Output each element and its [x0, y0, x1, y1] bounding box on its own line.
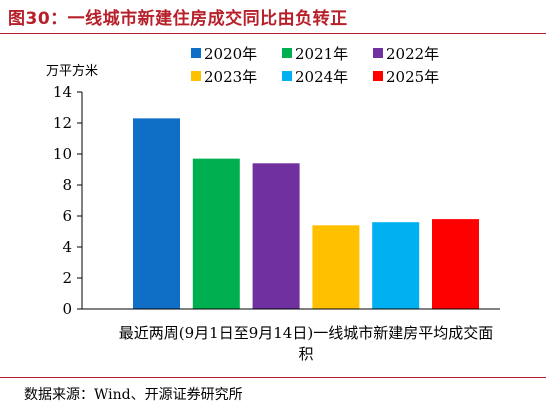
legend-label: 2021年 — [295, 45, 348, 63]
y-axis-ticks: 0 2 4 6 8 10 12 14 — [53, 83, 82, 318]
legend-label: 2025年 — [386, 68, 439, 86]
legend-swatch — [373, 71, 383, 81]
legend-swatch — [373, 48, 383, 58]
chart-legend: 2020年 2021年 2022年 2023年 2024年 2025年 — [191, 45, 439, 86]
y-tick-label: 14 — [53, 83, 72, 101]
x-axis-label-line: 最近两周(9月1日至9月14日)一线城市新建房平均成交面 — [119, 324, 493, 342]
legend-label: 2023年 — [204, 68, 257, 86]
y-tick-label: 6 — [62, 207, 72, 225]
y-tick-label: 2 — [62, 269, 72, 287]
title-divider — [0, 33, 546, 34]
bar-2024年 — [372, 222, 420, 309]
legend-swatch — [282, 71, 292, 81]
bar-2022年 — [252, 163, 300, 309]
legend-label: 2024年 — [295, 68, 348, 86]
source-divider — [0, 377, 546, 378]
legend-label: 2020年 — [204, 45, 257, 63]
y-tick-label: 8 — [62, 176, 72, 194]
y-tick-label: 0 — [62, 300, 72, 318]
y-tick-label: 12 — [53, 114, 72, 132]
bar-2021年 — [192, 158, 240, 309]
bar-2020年 — [133, 118, 180, 309]
x-axis-label-line: 积 — [298, 345, 313, 363]
y-axis-unit-label: 万平方米 — [46, 63, 98, 79]
legend-swatch — [191, 48, 201, 58]
bar-2025年 — [432, 219, 479, 309]
bar-chart: 万平方米 2020年 2021年 2022年 2023年 2024年 2025年 0 2 4 6… — [46, 45, 500, 363]
bar-group — [133, 118, 479, 309]
legend-swatch — [191, 71, 201, 81]
source-note: 数据来源：Wind、开源证券研究所 — [24, 387, 243, 403]
figure-title: 图30：一线城市新建住房成交同比由负转正 — [8, 9, 348, 29]
bar-2023年 — [312, 225, 360, 309]
y-tick-label: 4 — [62, 238, 72, 256]
legend-swatch — [282, 48, 292, 58]
y-tick-label: 10 — [53, 145, 72, 163]
legend-label: 2022年 — [386, 45, 439, 63]
